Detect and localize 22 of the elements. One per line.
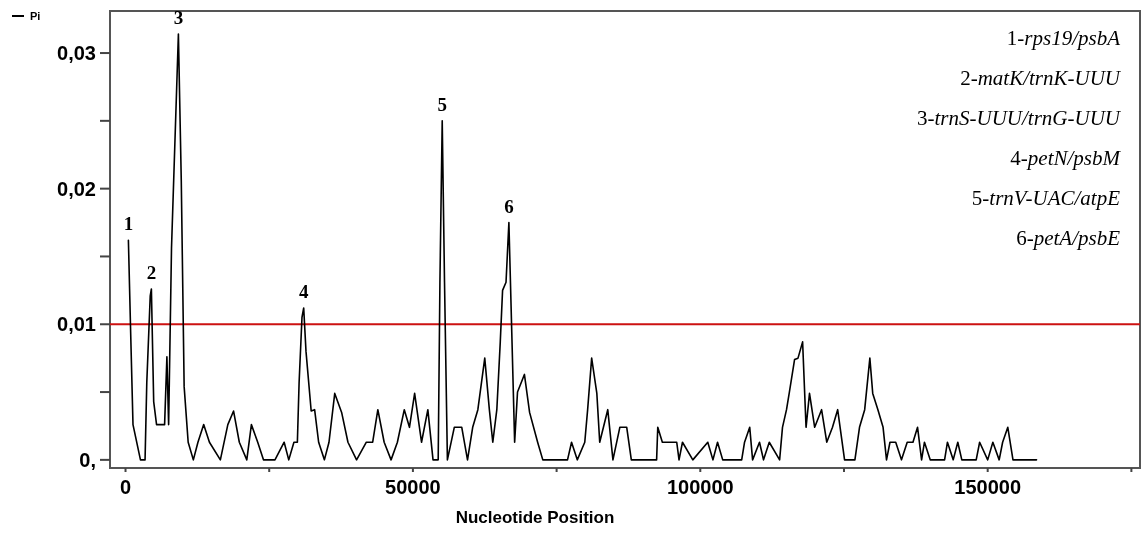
x-tick-label: 0 [119, 476, 132, 498]
annotation: 3-trnS-UUU/trnG-UUU [917, 106, 1122, 130]
annotation: 3 [173, 7, 184, 29]
legend-label: Pi [30, 9, 41, 22]
x-tick-label: 150000 [954, 476, 1022, 498]
annotation: 6 [504, 195, 514, 217]
x-tick-label: 50000 [385, 476, 441, 498]
annotation: 1 [123, 213, 134, 235]
annotation: 5 [437, 93, 447, 115]
annotation: 2-matK/trnK-UUU [960, 66, 1122, 90]
annotation: 5-trnV-UAC/atpE [971, 186, 1121, 210]
annotation: 4 [298, 280, 309, 302]
annotation: 6-petA/psbE [1016, 226, 1121, 250]
x-axis-title: Nucleotide Position [455, 508, 615, 527]
y-tick-label: 0, [79, 448, 96, 471]
annotation: 2 [146, 262, 157, 283]
y-tick-label: 0,03 [57, 42, 96, 65]
y-tick-label: 0,01 [57, 313, 96, 336]
x-tick-label: 100000 [666, 476, 734, 498]
annotation: 1-rps19/psbA [1006, 26, 1121, 50]
annotation: 4-petN/psbM [1010, 146, 1122, 170]
y-tick-label: 0,02 [57, 177, 96, 200]
